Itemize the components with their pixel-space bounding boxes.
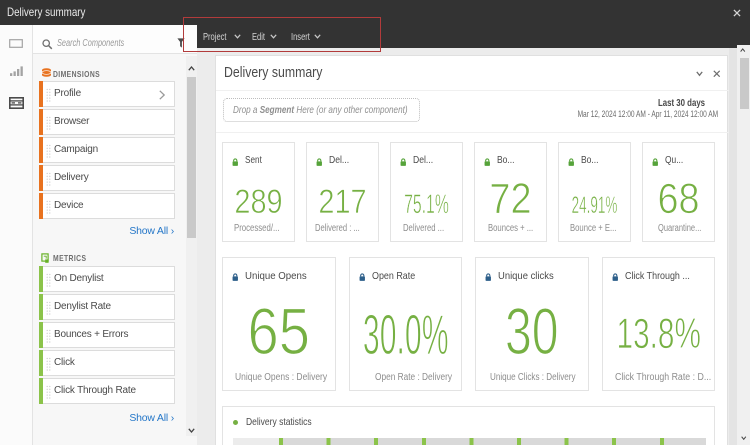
svg-text:13.8%: 13.8% [616,311,700,358]
svg-text:30: 30 [505,294,559,368]
svg-text:72: 72 [489,175,531,223]
svg-text:30.0%: 30.0% [362,303,448,367]
svg-text:24.91%: 24.91% [572,192,618,219]
svg-text:217: 217 [318,183,366,221]
svg-text:65: 65 [248,294,311,368]
svg-text:68: 68 [658,175,700,223]
svg-text:75.1%: 75.1% [404,189,449,219]
svg-text:289: 289 [234,183,282,221]
